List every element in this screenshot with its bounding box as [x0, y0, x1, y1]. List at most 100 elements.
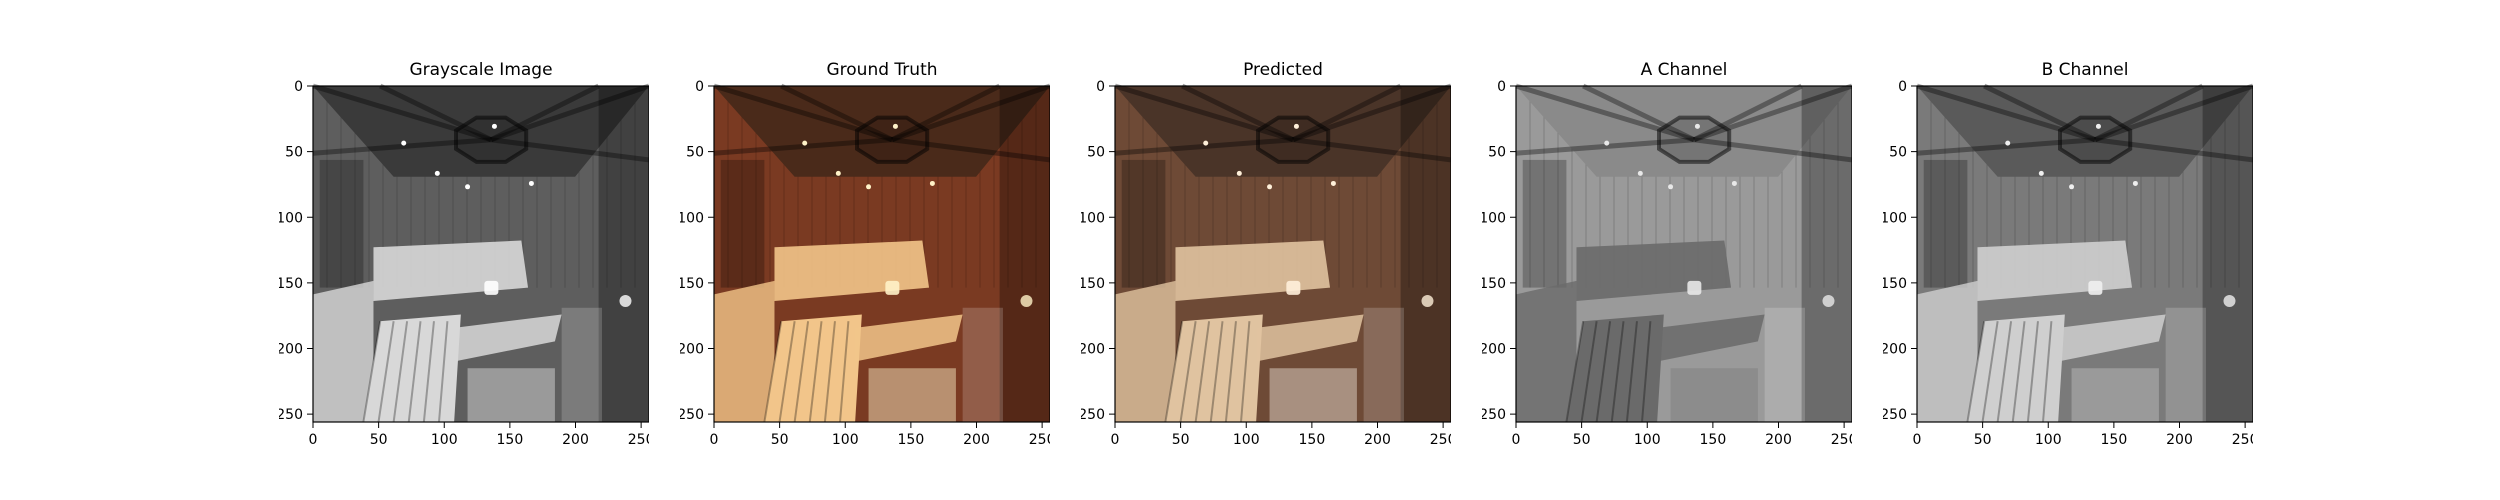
y-tick-label: 0 — [695, 79, 704, 95]
ceiling-beam — [1181, 83, 1295, 143]
lattice-panel — [1764, 307, 1805, 422]
bench-slat — [839, 321, 850, 423]
y-tick-label: 50 — [285, 145, 303, 161]
bench-slat — [438, 321, 449, 423]
sauna-stones — [868, 368, 956, 422]
y-tick-label: 150 — [1081, 276, 1105, 292]
subplot-panel: Ground Truth 0 50 100 150 200 250 0 50 100 150 200 2… — [680, 0, 1050, 500]
x-tick-label: 150 — [898, 432, 925, 448]
ceiling-beam — [713, 83, 893, 143]
ceiling-beam — [1693, 83, 1852, 143]
y-tick-label: 100 — [1883, 210, 1907, 226]
bench-slat — [1164, 321, 1184, 423]
left-bench — [1516, 280, 1577, 422]
y-tick-label: 150 — [680, 276, 704, 292]
bench-slat — [1240, 321, 1251, 423]
ceiling-beam — [312, 137, 492, 156]
ceiling-region — [313, 86, 649, 177]
x-tick-label: 200 — [2166, 432, 2193, 448]
ceiling-region — [1115, 86, 1451, 177]
bench-slat — [2042, 321, 2053, 423]
bench-slat — [823, 321, 836, 423]
x-tick-label: 150 — [1299, 432, 1326, 448]
ceiling-beam — [891, 137, 1050, 163]
ceiling-beam — [780, 83, 894, 143]
ceiling-octagon — [1657, 115, 1732, 164]
sauna-bucket — [484, 280, 499, 295]
ceiling-beam — [891, 83, 1050, 143]
lattice-panel — [1363, 307, 1404, 422]
ceiling-beam — [1515, 137, 1695, 156]
image-axes: 0 50 100 150 200 250 0 50 100 150 200 250 — [680, 79, 1050, 448]
bench-slat — [407, 321, 422, 423]
ceiling-beam — [1292, 83, 1451, 143]
panel-title: Grayscale Image — [409, 60, 553, 80]
ceiling-octagon — [855, 115, 930, 164]
bench-slat — [2011, 321, 2026, 423]
x-tick-label: 150 — [2101, 432, 2128, 448]
ceiling-light — [1668, 184, 1674, 190]
ceiling-beam — [1291, 83, 1402, 142]
image-axes: 0 50 100 150 200 250 0 50 100 150 200 250 — [1883, 79, 2253, 448]
ceiling-beam — [1692, 83, 1803, 142]
lattice-panel — [2165, 307, 2206, 422]
subplot-panel: Grayscale Image 0 50 100 150 200 250 0 50 100 150 2… — [279, 0, 649, 500]
ceiling-light — [2038, 170, 2044, 176]
left-bench — [714, 280, 775, 422]
y-tick-label: 200 — [1883, 342, 1907, 358]
ceiling-light — [434, 170, 440, 176]
x-tick-label: 50 — [1573, 432, 1591, 448]
ceiling-beam — [2094, 137, 2253, 163]
lattice-panel — [561, 307, 602, 422]
ceiling-beam — [1693, 137, 1852, 163]
y-tick-label: 100 — [1482, 210, 1506, 226]
ceiling-light — [1267, 184, 1273, 190]
axes-frame — [1114, 85, 1451, 423]
x-tick-label: 50 — [370, 432, 388, 448]
y-tick-label: 50 — [1488, 145, 1506, 161]
y-tick-label: 0 — [1898, 79, 1907, 95]
ceiling-beam — [1582, 83, 1696, 143]
ceiling-beam — [490, 137, 649, 163]
ceiling-light — [1694, 123, 1700, 129]
ceiling-beam — [490, 83, 649, 143]
ceiling-beam — [713, 137, 893, 156]
image-axes: 0 50 100 150 200 250 0 50 100 150 200 250 — [1081, 79, 1451, 448]
middle-bench — [1256, 314, 1364, 362]
bench-slat — [1580, 321, 1598, 423]
sauna-image — [1515, 83, 1852, 423]
y-tick-label: 50 — [1087, 145, 1105, 161]
ceiling-beam — [312, 83, 492, 143]
bench-slat — [362, 321, 382, 423]
door-frame — [2202, 86, 2253, 422]
y-tick-label: 50 — [1889, 145, 1907, 161]
bench-slat — [778, 321, 796, 423]
ceiling-beam — [1292, 137, 1451, 163]
y-tick-label: 200 — [1081, 342, 1105, 358]
x-tick-label: 150 — [1700, 432, 1727, 448]
x-tick-label: 50 — [1974, 432, 1992, 448]
sauna-bucket — [885, 280, 900, 295]
door-frame — [1801, 86, 1852, 422]
ceiling-light — [2095, 123, 2101, 129]
x-tick-label: 250 — [1029, 432, 1050, 448]
x-tick-label: 100 — [832, 432, 859, 448]
ceiling-light — [1731, 180, 1737, 186]
bench-slat — [422, 321, 435, 423]
bench-slat — [1981, 321, 1999, 423]
middle-bench — [2058, 314, 2166, 362]
bench-slat — [808, 321, 823, 423]
door-handle-light — [1421, 295, 1434, 308]
y-tick-label: 150 — [279, 276, 303, 292]
y-tick-label: 250 — [279, 407, 303, 423]
ceiling-beam — [1916, 137, 2096, 156]
ceiling-light — [802, 140, 808, 146]
ceiling-light — [1330, 180, 1336, 186]
axes-frame — [713, 85, 1050, 423]
subplot-panel: B Channel 0 50 100 150 200 250 0 50 100 150 200 250 — [1883, 0, 2253, 500]
bench-slat — [1641, 321, 1652, 423]
panel-title: B Channel — [2041, 60, 2129, 80]
ceiling-beam — [489, 83, 600, 142]
y-tick-label: 250 — [1081, 407, 1105, 423]
